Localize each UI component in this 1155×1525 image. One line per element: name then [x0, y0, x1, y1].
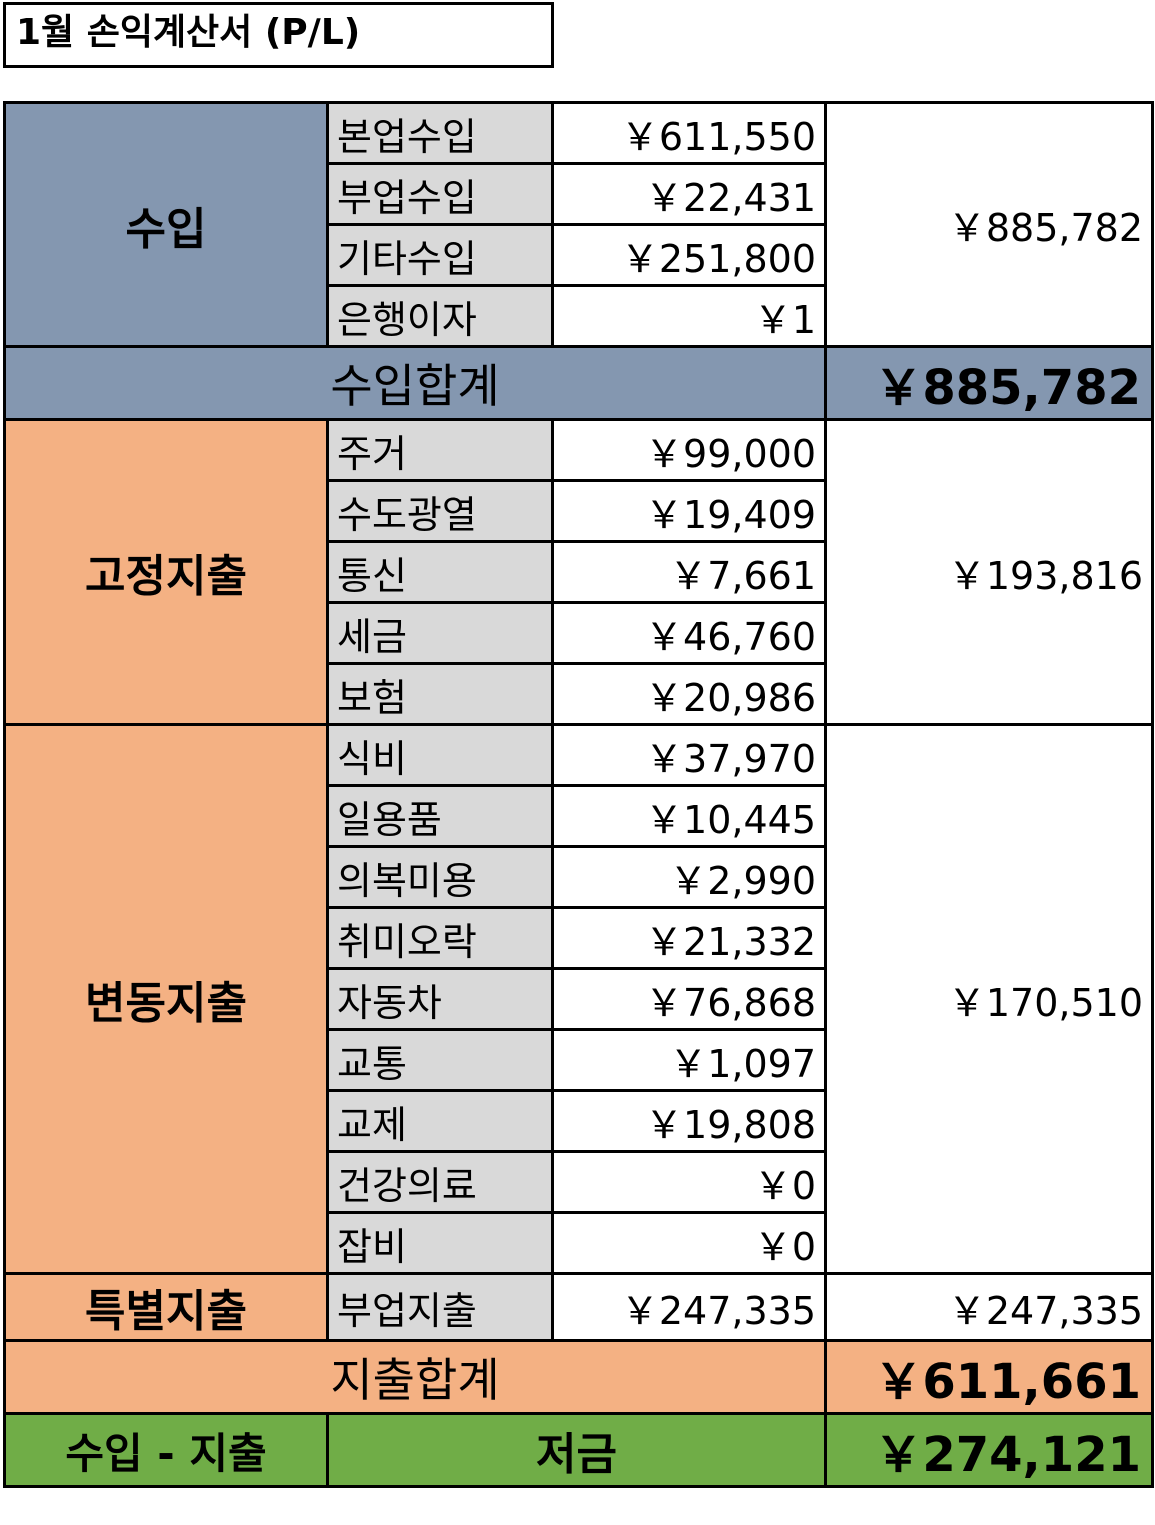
item-value[interactable]: ￥0: [551, 1211, 827, 1275]
variable-category: 변동지출: [3, 723, 329, 1275]
special-category: 특별지출: [3, 1272, 329, 1342]
item-value[interactable]: ￥22,431: [551, 162, 827, 226]
table-row: 기타수입 ￥251,800: [5, 223, 1153, 287]
item-label: 자동차: [326, 967, 554, 1031]
income-total-label: 수입합계: [3, 345, 827, 421]
pl-table: 수입 본업수입 ￥611,550 ￥885,782 부업수입 ￥22,431 기타수입 ￥25…: [3, 101, 1154, 1488]
special-subtotal[interactable]: ￥247,335: [824, 1272, 1154, 1342]
item-label: 건강의료: [326, 1150, 554, 1214]
item-value[interactable]: ￥247,335: [551, 1272, 827, 1342]
item-value[interactable]: ￥19,409: [551, 479, 827, 543]
item-value[interactable]: ￥10,445: [551, 784, 827, 848]
item-label: 세금: [326, 601, 554, 665]
item-label: 일용품: [326, 784, 554, 848]
fixed-category: 고정지출: [3, 418, 329, 726]
item-value[interactable]: ￥46,760: [551, 601, 827, 665]
table-row: 고정지출 주거 ￥99,000 ￥193,816: [3, 418, 1154, 726]
table-row: 통신 ￥7,661: [5, 540, 1153, 604]
expense-total-row: 지출합계 ￥611,661: [3, 1339, 1154, 1415]
table-row: 세금 ￥46,760: [5, 601, 1153, 665]
item-label: 취미오락: [326, 906, 554, 970]
item-value[interactable]: ￥99,000: [551, 418, 827, 482]
item-label: 의복미용: [326, 845, 554, 909]
item-label: 통신: [326, 540, 554, 604]
expense-total-value[interactable]: ￥611,661: [824, 1339, 1154, 1415]
net-row: 수입 - 지출 저금 ￥274,121: [3, 1412, 1154, 1488]
item-value[interactable]: ￥76,868: [551, 967, 827, 1031]
table-row: 취미오락 ￥21,332: [5, 906, 1153, 970]
item-value[interactable]: ￥251,800: [551, 223, 827, 287]
item-label: 보험: [326, 662, 554, 726]
item-value[interactable]: ￥1,097: [551, 1028, 827, 1092]
item-label: 교제: [326, 1089, 554, 1153]
table-row: 수입 본업수입 ￥611,550 ￥885,782: [3, 101, 1154, 348]
item-label: 수도광열: [326, 479, 554, 543]
item-value[interactable]: ￥7,661: [551, 540, 827, 604]
item-label: 교통: [326, 1028, 554, 1092]
income-category: 수입: [3, 101, 329, 348]
item-value[interactable]: ￥611,550: [551, 101, 827, 165]
item-value[interactable]: ￥19,808: [551, 1089, 827, 1153]
item-value[interactable]: ￥37,970: [551, 723, 827, 787]
table-row: 일용품 ￥10,445: [5, 784, 1153, 848]
table-row: 특별지출 부업지출 ￥247,335 ￥247,335: [3, 1272, 1154, 1342]
item-label: 본업수입: [326, 101, 554, 165]
item-label: 주거: [326, 418, 554, 482]
table-row: 변동지출 식비 ￥37,970 ￥170,510: [3, 723, 1154, 1275]
variable-subtotal[interactable]: ￥170,510: [824, 723, 1154, 1275]
item-value[interactable]: ￥0: [551, 1150, 827, 1214]
item-label: 부업지출: [326, 1272, 554, 1342]
net-label: 수입 - 지출: [3, 1412, 329, 1488]
table-row: 건강의료 ￥0: [5, 1150, 1153, 1214]
income-total-value[interactable]: ￥885,782: [824, 345, 1154, 421]
expense-total-label: 지출합계: [3, 1339, 827, 1415]
income-total-row: 수입합계 ￥885,782: [3, 345, 1154, 421]
item-label: 잡비: [326, 1211, 554, 1275]
table-row: 부업수입 ￥22,431: [5, 162, 1153, 226]
income-subtotal[interactable]: ￥885,782: [824, 101, 1154, 348]
table-row: 잡비 ￥0: [5, 1211, 1153, 1275]
fixed-subtotal[interactable]: ￥193,816: [824, 418, 1154, 726]
table-row: 의복미용 ￥2,990: [5, 845, 1153, 909]
net-name: 저금: [326, 1412, 827, 1488]
item-value[interactable]: ￥1: [551, 284, 827, 348]
item-value[interactable]: ￥2,990: [551, 845, 827, 909]
item-value[interactable]: ￥20,986: [551, 662, 827, 726]
table-row: 보험 ￥20,986: [5, 662, 1153, 726]
table-row: 수도광열 ￥19,409: [5, 479, 1153, 543]
item-value[interactable]: ￥21,332: [551, 906, 827, 970]
table-row: 교통 ￥1,097: [5, 1028, 1153, 1092]
sheet-title: 1월 손익계산서 (P/L): [3, 2, 554, 68]
item-label: 부업수입: [326, 162, 554, 226]
item-label: 기타수입: [326, 223, 554, 287]
item-label: 은행이자: [326, 284, 554, 348]
net-value[interactable]: ￥274,121: [824, 1412, 1154, 1488]
item-label: 식비: [326, 723, 554, 787]
table-row: 교제 ￥19,808: [5, 1089, 1153, 1153]
table-row: 자동차 ￥76,868: [5, 967, 1153, 1031]
table-row: 은행이자 ￥1: [5, 284, 1153, 348]
